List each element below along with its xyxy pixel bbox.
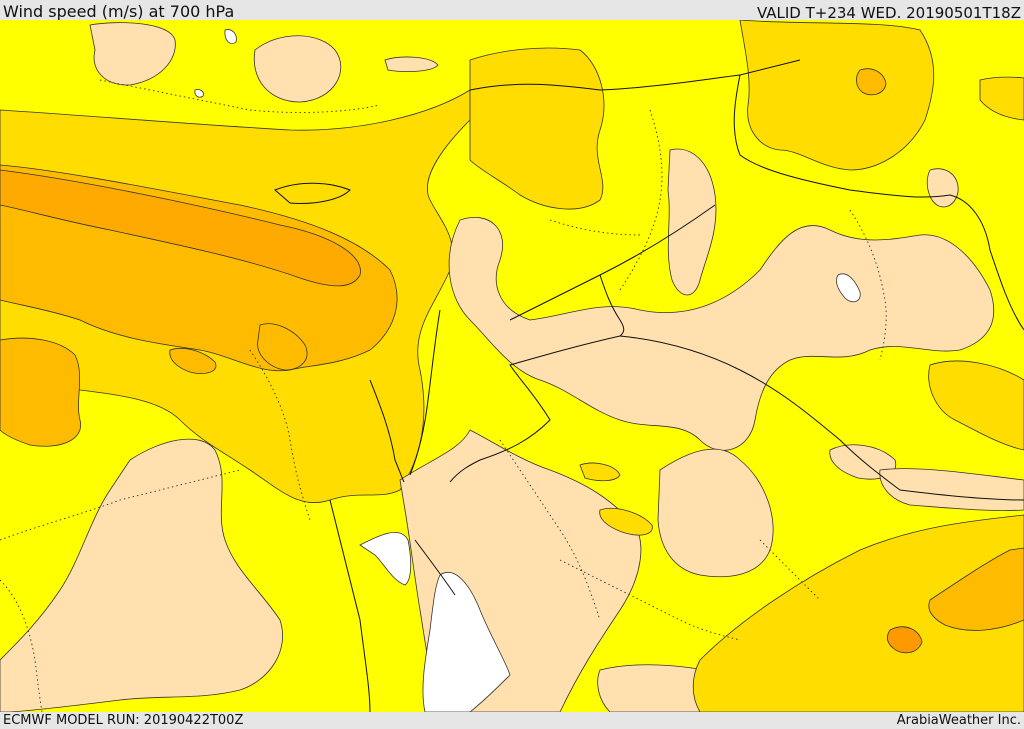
footer-bar: [0, 712, 1024, 729]
wind-zone-high-east-edge: [979, 76, 1024, 121]
wind-zone-high-northeast: [739, 20, 935, 171]
model-run-label: ECMWF MODEL RUN: 20190422T00Z: [3, 713, 244, 728]
border-turkey-syria: [469, 59, 801, 91]
wind-zone-low-north-1: [89, 22, 176, 86]
no-data-turkey-lake: [224, 29, 237, 44]
regional-boundaries: [0, 79, 887, 712]
wind-zone-high-south-strip-2: [579, 462, 621, 482]
no-data-lake-iraq: [836, 273, 861, 303]
wind-zone-higher-sinai: [257, 323, 308, 371]
wind-zone-high-north: [469, 47, 605, 210]
map-title: Wind speed (m/s) at 700 hPa: [3, 2, 235, 21]
national-borders: [274, 59, 1024, 712]
header-bar: [0, 0, 1024, 20]
wind-zone-max-band: [0, 169, 361, 287]
border-saudi-coast: [414, 539, 456, 596]
wind-zone-high-southeast: [692, 514, 1024, 712]
wind-zone-low-north-2: [253, 35, 342, 103]
wind-zone-low-syria-iraq: [448, 217, 995, 451]
wind-zone-higher-southeast: [928, 547, 1024, 631]
no-data-red-sea-sinai: [359, 531, 412, 586]
wind-zone-low-egypt: [0, 438, 283, 712]
no-data-arabia-south: [422, 572, 511, 712]
wind-zone-high-east-mid: [928, 360, 1024, 451]
border-iraq-iran: [733, 74, 1024, 331]
border-syria-iraq: [509, 204, 716, 321]
wind-zone-higher-west: [0, 337, 81, 447]
wind-zone-max-southeast: [886, 626, 923, 654]
border-israel-jordan: [409, 309, 441, 476]
valid-time: VALID T+234 WED. 20190501T18Z: [756, 4, 1021, 22]
wind-zone-low-north-3: [384, 56, 439, 72]
wind-zone-higher-northeast: [856, 68, 887, 96]
wind-zone-low-east-2: [879, 468, 1024, 511]
border-saudi-iraq: [619, 335, 1024, 501]
credit-label: ArabiaWeather Inc.: [896, 713, 1021, 728]
border-jordan-saudi: [449, 335, 621, 483]
wind-zone-higher-coast: [169, 347, 217, 374]
wind-zone-low-east-3: [926, 168, 959, 208]
border-egypt-sudan-west: [329, 499, 371, 712]
wind-zone-high-south-strip: [599, 508, 653, 536]
no-data-small-lake: [194, 89, 204, 98]
border-jordan-iraq: [599, 274, 625, 337]
border-egypt-israel: [369, 379, 405, 483]
wind-speed-map: [0, 20, 1024, 712]
wind-zone-low-central: [667, 148, 717, 296]
border-cyprus: [274, 182, 351, 204]
